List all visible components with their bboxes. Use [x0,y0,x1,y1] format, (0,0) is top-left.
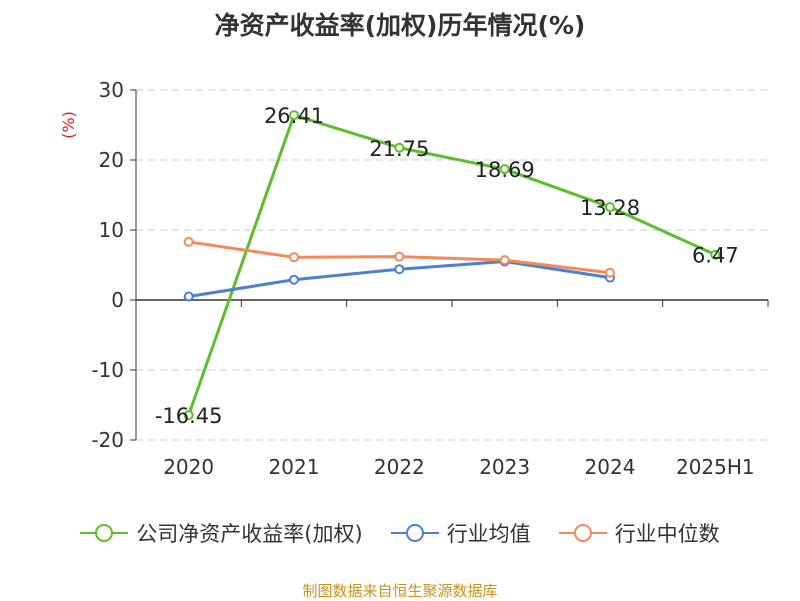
legend-green-line-icon [80,524,129,542]
x-tick-label: 2025H1 [676,455,755,479]
data-point[interactable] [499,164,510,175]
data-point[interactable] [499,255,510,266]
x-tick-label: 2022 [374,455,425,479]
data-point[interactable] [710,249,721,260]
legend-label-industry-mean: 行业均值 [446,522,531,546]
legend-item-industry-mean[interactable]: 行业均值 [390,518,531,548]
data-label: 13.28 [580,196,640,220]
data-point[interactable] [289,252,299,263]
legend: 公司净资产收益率(加权) 行业均值 行业中位数 [0,518,800,548]
chart-title: 净资产收益率(加权)历年情况(%) [214,11,586,40]
data-point[interactable] [394,264,405,275]
y-tick-label: 0 [111,288,124,312]
data-point[interactable] [183,410,194,421]
legend-item-industry-median[interactable]: 行业中位数 [558,518,720,548]
y-tick-label: 20 [99,148,124,172]
tick-labels: 30 20 10 0 -10 -20 2020 2021 2022 2023 2024 2025H1 [91,78,754,479]
legend-label-industry-median: 行业中位数 [614,522,720,546]
y-tick-label: -10 [91,358,124,382]
data-point[interactable] [289,274,299,285]
legend-blue-line-icon [390,524,439,542]
source-note: 制图数据来自恒生聚源数据库 [302,582,498,600]
y-tick-label: 30 [99,78,124,102]
data-label: -16.45 [155,404,223,428]
x-tick-label: 2021 [269,455,320,479]
legend-item-company[interactable]: 公司净资产收益率(加权) [80,518,363,548]
series-line-0 [187,113,716,416]
x-tick-label: 2023 [479,455,530,479]
data-labels-layer: -16.45 26.41 21.75 18.69 13.28 6.47 [155,104,739,428]
y-tick-label: -20 [91,428,124,452]
data-label: 6.47 [692,244,739,268]
data-point[interactable] [289,110,299,121]
data-point[interactable] [183,291,194,302]
data-point[interactable] [183,236,194,247]
data-point[interactable] [394,142,405,153]
data-point[interactable] [605,202,615,213]
data-label: 21.75 [369,137,429,161]
x-tick-label: 2024 [585,455,636,479]
grid-lines [136,89,768,441]
legend-label-company: 公司净资产收益率(加权) [136,522,363,546]
data-label: 18.69 [475,158,535,182]
legend-orange-line-icon [558,524,607,542]
y-tick-label: 10 [99,218,124,242]
data-label: 26.41 [264,104,324,128]
series-layer [183,110,721,421]
y-axis-label: (%) [59,111,78,139]
x-tick-label: 2020 [163,455,214,479]
axes [130,89,769,441]
data-point[interactable] [394,251,405,262]
data-point[interactable] [605,267,615,278]
